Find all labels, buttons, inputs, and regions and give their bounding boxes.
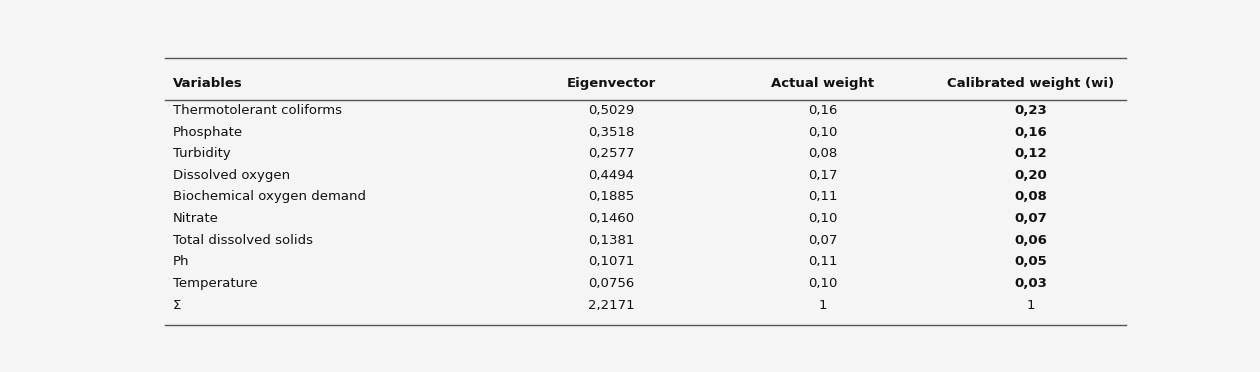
Text: 0,05: 0,05 [1014, 255, 1047, 268]
Text: 0,07: 0,07 [1014, 212, 1047, 225]
Text: 0,10: 0,10 [808, 277, 837, 290]
Text: 0,08: 0,08 [808, 147, 837, 160]
Text: 0,23: 0,23 [1014, 104, 1047, 117]
Text: Variables: Variables [173, 77, 243, 90]
Text: 0,17: 0,17 [808, 169, 837, 182]
Text: Turbidity: Turbidity [173, 147, 231, 160]
Text: 0,20: 0,20 [1014, 169, 1047, 182]
Text: Total dissolved solids: Total dissolved solids [173, 234, 314, 247]
Text: 0,11: 0,11 [808, 190, 837, 203]
Text: 0,5029: 0,5029 [588, 104, 635, 117]
Text: 0,07: 0,07 [808, 234, 837, 247]
Text: Temperature: Temperature [173, 277, 258, 290]
Text: Biochemical oxygen demand: Biochemical oxygen demand [173, 190, 367, 203]
Text: 0,1460: 0,1460 [588, 212, 635, 225]
Text: 0,11: 0,11 [808, 255, 837, 268]
Text: Dissolved oxygen: Dissolved oxygen [173, 169, 290, 182]
Text: Ph: Ph [173, 255, 189, 268]
Text: 0,1071: 0,1071 [588, 255, 635, 268]
Text: 0,1885: 0,1885 [588, 190, 635, 203]
Text: 1: 1 [818, 299, 827, 312]
Text: Nitrate: Nitrate [173, 212, 219, 225]
Text: 0,12: 0,12 [1014, 147, 1047, 160]
Text: 0,16: 0,16 [1014, 126, 1047, 139]
Text: 0,10: 0,10 [808, 126, 837, 139]
Text: Actual weight: Actual weight [771, 77, 874, 90]
Text: Σ: Σ [173, 299, 181, 312]
Text: 0,06: 0,06 [1014, 234, 1047, 247]
Text: 0,03: 0,03 [1014, 277, 1047, 290]
Text: 1: 1 [1026, 299, 1034, 312]
Text: Thermotolerant coliforms: Thermotolerant coliforms [173, 104, 343, 117]
Text: 0,2577: 0,2577 [588, 147, 635, 160]
Text: Eigenvector: Eigenvector [567, 77, 656, 90]
Text: Phosphate: Phosphate [173, 126, 243, 139]
Text: 0,0756: 0,0756 [588, 277, 635, 290]
Text: Calibrated weight (wi): Calibrated weight (wi) [948, 77, 1114, 90]
Text: 2,2171: 2,2171 [588, 299, 635, 312]
Text: 0,08: 0,08 [1014, 190, 1047, 203]
Text: 0,4494: 0,4494 [588, 169, 635, 182]
Text: 0,1381: 0,1381 [588, 234, 635, 247]
Text: 0,10: 0,10 [808, 212, 837, 225]
Text: 0,3518: 0,3518 [588, 126, 635, 139]
Text: 0,16: 0,16 [808, 104, 837, 117]
